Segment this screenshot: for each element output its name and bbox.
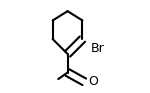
Text: O: O: [88, 75, 98, 88]
Text: Br: Br: [91, 42, 105, 55]
